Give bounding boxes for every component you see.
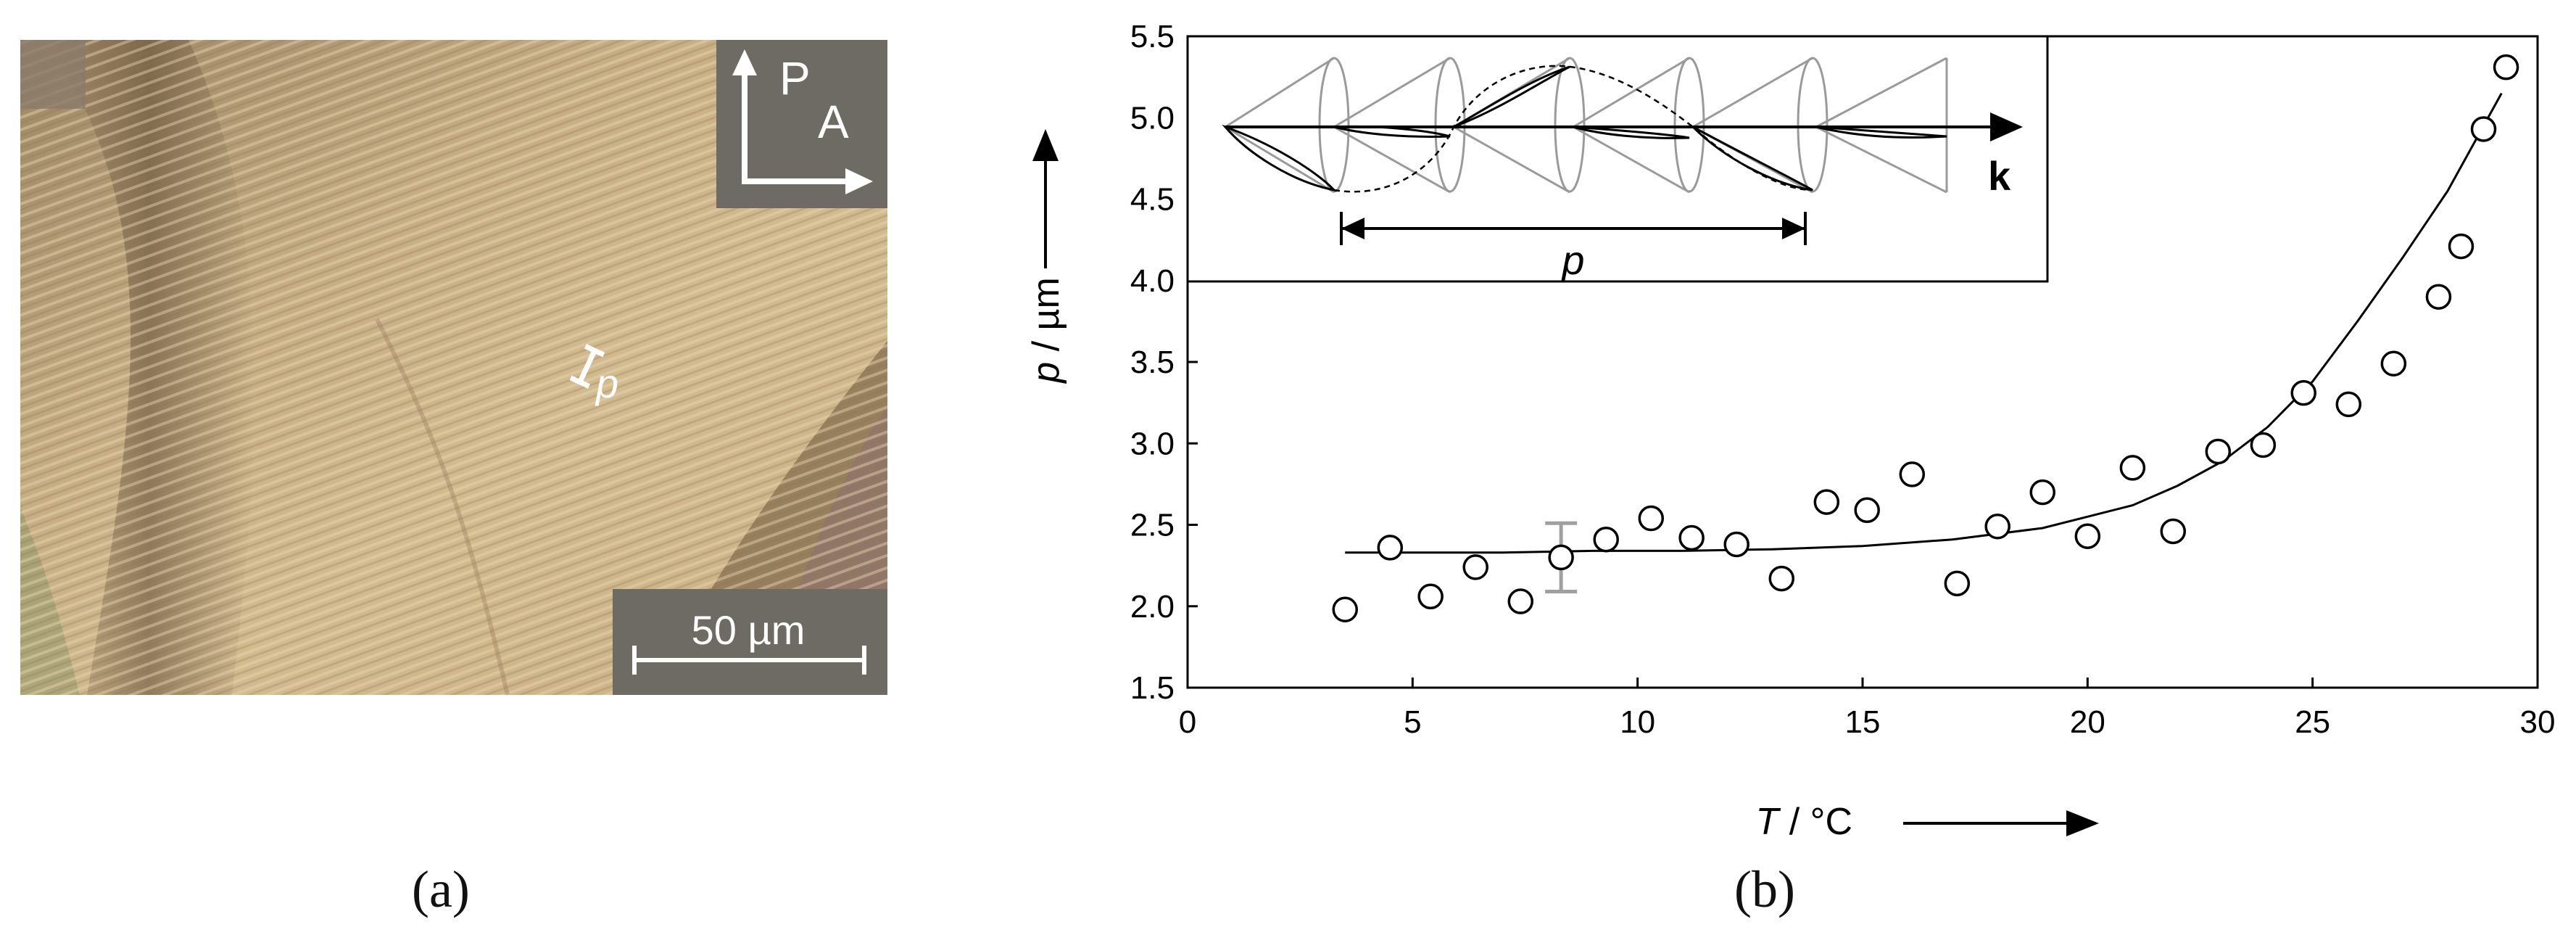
analyzer-arrow-icon: [742, 168, 873, 194]
data-point: [2335, 391, 2362, 418]
data-point: [1507, 588, 1534, 614]
fit-curve: [1345, 92, 2503, 554]
data-point: [1593, 526, 1619, 553]
y-tick-label: 3.0: [1130, 426, 1175, 461]
data-point: [1678, 524, 1705, 551]
data-point: [1813, 489, 1840, 515]
data-point: [2119, 455, 2146, 481]
y-tick-label: 1.5: [1130, 670, 1175, 706]
x-tick-label: 10: [1620, 704, 1655, 740]
helix-inset: k p: [1186, 35, 2049, 283]
x-axis-unit: / °C: [1789, 801, 1852, 843]
data-point: [1984, 513, 2010, 540]
y-axis-title: p / µm: [1025, 277, 1067, 384]
analyzer-label: A: [818, 96, 849, 148]
data-point: [1377, 535, 1404, 561]
data-point: [2493, 54, 2519, 81]
panel-a-label: (a): [412, 860, 470, 918]
y-tick-label: 2.0: [1130, 589, 1175, 625]
chart-ticks: 0 5 10 15 20 25 30 1.5 2.0 2.5 3.0 3.5 4.0 4.5 5.0 5.5: [1130, 19, 2556, 740]
polarizer-arrow-icon: [732, 49, 757, 181]
data-point: [1768, 565, 1795, 592]
data-point: [2160, 518, 2187, 545]
pitch-marker-icon: [569, 344, 605, 389]
x-tick-label: 0: [1179, 704, 1196, 740]
data-point: [1854, 497, 1880, 524]
scale-bar: [632, 646, 866, 675]
data-point: [1462, 554, 1488, 580]
y-tick-label: 5.5: [1130, 19, 1175, 54]
x-axis-arrow-icon: [1903, 810, 2099, 836]
y-axis-unit: / µm: [1025, 277, 1067, 351]
data-point: [2470, 116, 2497, 142]
scale-bar-label: 50 µm: [692, 607, 805, 653]
data-point: [1638, 505, 1665, 532]
helix-dashed-curve: [1333, 65, 1813, 193]
data-point: [1723, 531, 1749, 558]
data-point: [1332, 596, 1358, 622]
pitch-dimension-arrow: [1340, 212, 1807, 245]
data-point: [2448, 233, 2474, 260]
x-tick-label: 15: [1845, 704, 1881, 740]
data-points: [1332, 54, 2519, 622]
data-point: [2425, 284, 2452, 310]
y-tick-label: 4.5: [1130, 182, 1175, 218]
x-axis-title: T / °C: [1756, 801, 1852, 843]
inset-pitch-label: p: [1560, 237, 1584, 283]
data-point: [2250, 432, 2277, 458]
data-point: [1899, 461, 1926, 487]
wavevector-arrow-icon: [1225, 112, 2023, 141]
x-tick-label: 20: [2070, 704, 2105, 740]
fit-curve-group: [1345, 92, 2503, 554]
y-tick-label: 3.5: [1130, 345, 1175, 380]
data-point: [2380, 350, 2407, 376]
y-tick-label: 2.5: [1130, 508, 1175, 543]
x-tick-label: 5: [1404, 704, 1421, 740]
polarizer-label: P: [779, 52, 811, 104]
y-tick-label: 5.0: [1130, 100, 1175, 136]
data-point: [1944, 570, 1971, 597]
svg-text:p / µm: p / µm: [1025, 277, 1067, 384]
x-tick-label: 30: [2520, 704, 2556, 740]
wavevector-label: k: [1988, 153, 2011, 199]
data-point: [1417, 583, 1444, 610]
x-tick-label: 25: [2295, 704, 2330, 740]
data-point: [2029, 479, 2056, 506]
pitch-marker-label: p: [595, 361, 618, 406]
y-tick-label: 4.0: [1130, 263, 1175, 299]
scale-bar-box: [613, 589, 887, 695]
data-point: [1548, 544, 1574, 571]
y-axis-symbol: p: [1025, 362, 1067, 384]
data-point: [2074, 523, 2101, 549]
data-point: [2205, 438, 2232, 465]
x-axis-symbol: T: [1756, 801, 1781, 843]
panel-b-label: (b): [1734, 860, 1795, 918]
y-axis-arrow-icon: [1032, 129, 1059, 268]
data-point: [2290, 379, 2317, 406]
